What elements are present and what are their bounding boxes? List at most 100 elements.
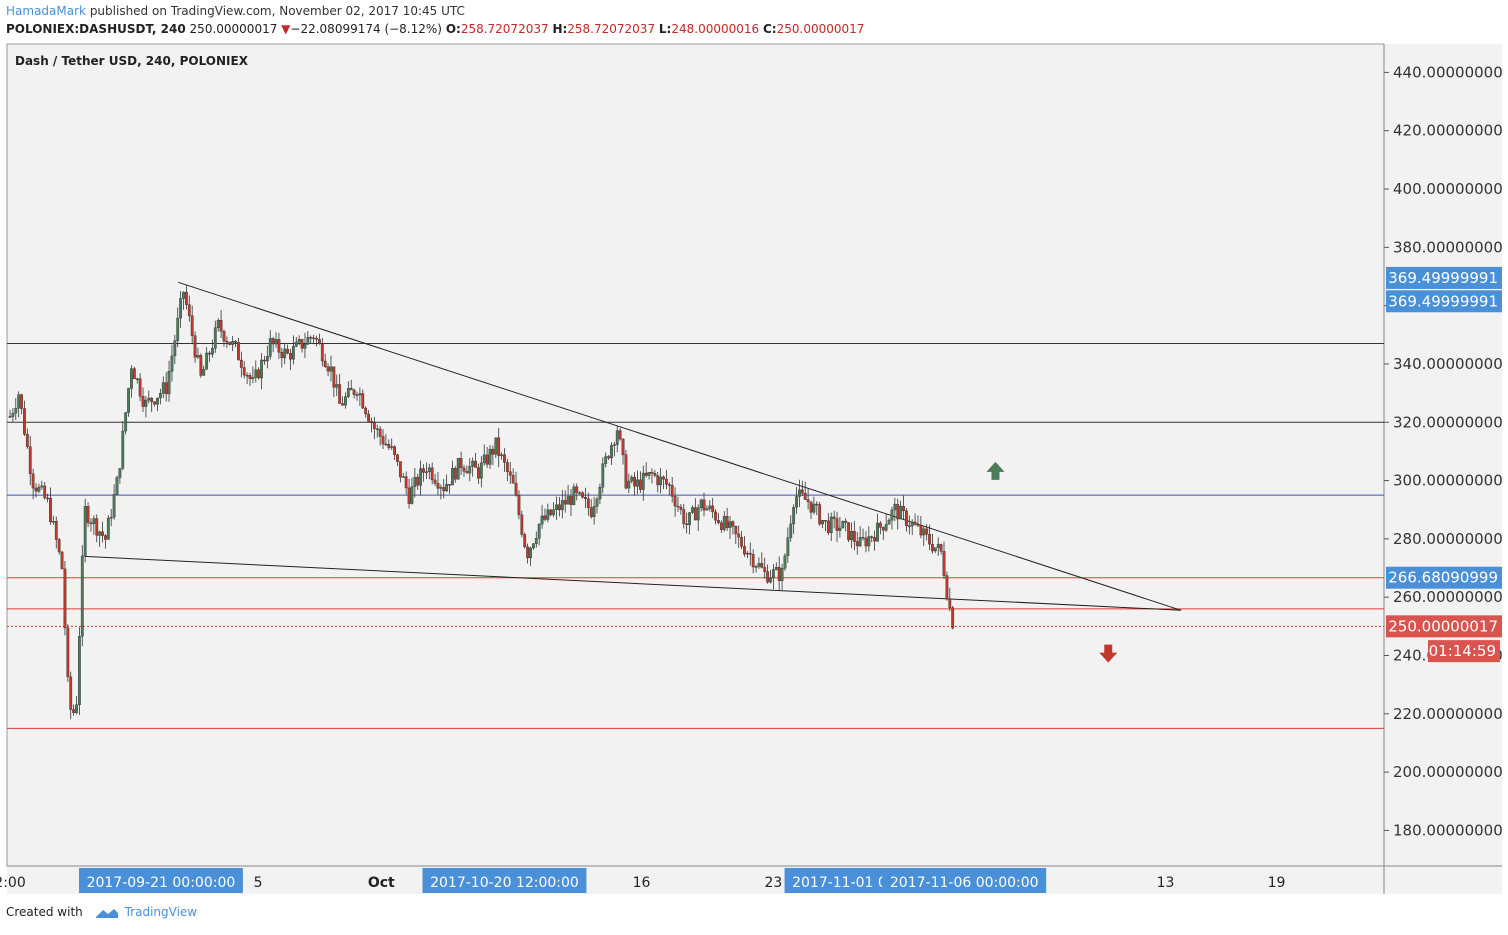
candle-body <box>20 394 23 409</box>
candle-body <box>254 369 258 378</box>
price-tick-label: 180.00000000 <box>1393 821 1503 839</box>
candle-body <box>422 468 425 473</box>
price-tick-label: 400.00000000 <box>1393 180 1503 198</box>
candle-body <box>575 486 579 493</box>
candle-body <box>537 523 541 539</box>
candle-body <box>650 472 654 474</box>
candle-body <box>121 430 125 469</box>
candle-body <box>291 346 295 360</box>
candle-body <box>612 444 616 446</box>
candle-body <box>11 412 15 417</box>
price-axis-background <box>1384 44 1502 866</box>
candle-body <box>237 342 240 361</box>
candle-body <box>106 517 110 540</box>
candle-body <box>245 374 249 377</box>
candle-body <box>644 472 648 476</box>
time-highlight-box <box>78 868 243 893</box>
price-tick-label: 220.00000000 <box>1393 705 1503 723</box>
candle-body <box>468 466 472 474</box>
candle-body <box>800 489 804 494</box>
candle-body <box>338 384 342 404</box>
candle-body <box>51 521 55 523</box>
price-tick-label: 320.00000000 <box>1393 413 1503 431</box>
candle-body <box>132 368 136 380</box>
candle-body <box>234 341 237 343</box>
candle-body <box>289 353 292 360</box>
candle-body <box>514 482 518 496</box>
candle-body <box>182 291 185 299</box>
publish-info: HamadaMark published on TradingView.com,… <box>6 4 465 18</box>
candle-body <box>679 506 683 510</box>
candle-body <box>789 523 793 538</box>
candle-body <box>49 498 52 523</box>
time-highlight-box <box>422 868 587 893</box>
candle-body <box>931 543 934 552</box>
price-label-box <box>1428 640 1500 663</box>
candle-body <box>902 505 905 512</box>
candle-body <box>847 522 850 541</box>
candle-body <box>818 504 822 525</box>
candle-body <box>471 460 475 467</box>
candle-body <box>566 496 570 505</box>
candle-body <box>627 480 631 489</box>
candle-body <box>821 520 824 525</box>
candle-body <box>621 438 625 456</box>
candle-body <box>112 494 116 518</box>
candle-body <box>251 377 255 379</box>
open-label: O: <box>445 22 461 36</box>
candle-body <box>187 304 191 317</box>
candle-body <box>323 360 327 368</box>
candle-body <box>370 421 373 424</box>
candle-body <box>410 486 414 504</box>
candle-body <box>419 468 423 486</box>
candle-body <box>344 396 347 406</box>
candle-body <box>925 528 929 535</box>
candle-body <box>479 462 483 479</box>
time-tick-label: Oct <box>368 875 395 891</box>
candle-body <box>867 536 871 547</box>
candle-body <box>242 367 246 376</box>
candle-body <box>46 497 49 500</box>
candle-body <box>641 472 645 490</box>
candle-body <box>659 476 663 486</box>
candle-body <box>329 366 333 372</box>
candle-body <box>283 348 287 359</box>
candle-body <box>913 521 917 525</box>
candle-body <box>263 359 266 362</box>
author-link[interactable]: HamadaMark <box>6 4 86 18</box>
candle-body <box>462 467 466 472</box>
time-highlight-label: 2017-10-20 12:00:00 <box>430 875 579 891</box>
price-tick-label: 300.00000000 <box>1393 472 1503 490</box>
candle-body <box>592 506 596 518</box>
candle-body <box>647 472 651 476</box>
chart-title: Dash / Tether USD, 240, POLONIEX <box>15 54 249 68</box>
candle-body <box>549 509 553 516</box>
candle-body <box>699 499 703 509</box>
candle-body <box>69 676 73 710</box>
tradingview-link[interactable]: TradingView <box>124 905 198 919</box>
candle-body <box>725 516 729 528</box>
candle-body <box>751 553 755 568</box>
candle-body <box>211 348 214 355</box>
candle-body <box>939 544 943 552</box>
trendline[interactable] <box>178 281 1182 611</box>
candle-body <box>124 412 128 432</box>
candle-body <box>529 547 532 559</box>
candle-body <box>783 555 787 569</box>
candle-body <box>57 539 61 553</box>
candle-body <box>696 507 700 521</box>
candle-body <box>734 526 738 535</box>
candle-body <box>17 394 21 409</box>
candle-body <box>598 487 602 500</box>
candle-body <box>156 397 159 405</box>
candle-body <box>809 501 813 513</box>
candle-body <box>693 507 697 521</box>
candle-body <box>531 543 535 549</box>
trendline[interactable] <box>84 555 1182 611</box>
candle-body <box>109 516 113 519</box>
candle-body <box>769 577 772 583</box>
candle-body <box>806 499 810 502</box>
candle-body <box>581 492 584 498</box>
